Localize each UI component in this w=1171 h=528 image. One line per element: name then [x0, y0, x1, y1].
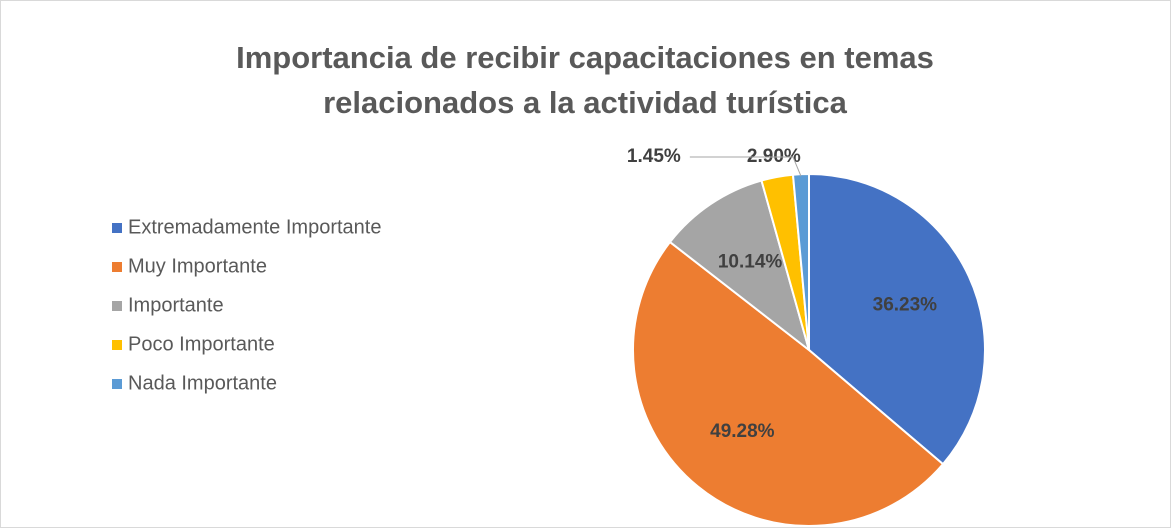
pie-slice — [632, 240, 945, 527]
data-label: 1.45% — [627, 146, 681, 167]
legend-swatch — [112, 223, 122, 233]
leader-line — [689, 156, 802, 177]
data-label: 36.23% — [873, 295, 938, 316]
pie-slice — [791, 172, 810, 351]
legend-swatch — [112, 340, 122, 350]
legend-label: Muy Importante — [128, 255, 267, 277]
pie-slice — [668, 179, 811, 353]
legend-swatch — [112, 301, 122, 311]
legend-label: Extremadamente Importante — [128, 216, 381, 238]
data-label: 49.28% — [710, 421, 775, 442]
chart-title: Importancia de recibir capacitaciones en… — [236, 40, 934, 75]
legend-label: Importante — [128, 294, 224, 316]
data-label: 10.14% — [718, 251, 783, 272]
legend-swatch — [112, 379, 122, 389]
legend-label: Nada Importante — [128, 372, 277, 394]
legend-label: Poco Importante — [128, 333, 275, 355]
legend-swatch — [112, 262, 122, 272]
pie-slice — [808, 172, 986, 466]
chart-title: relacionados a la actividad turística — [323, 85, 848, 120]
